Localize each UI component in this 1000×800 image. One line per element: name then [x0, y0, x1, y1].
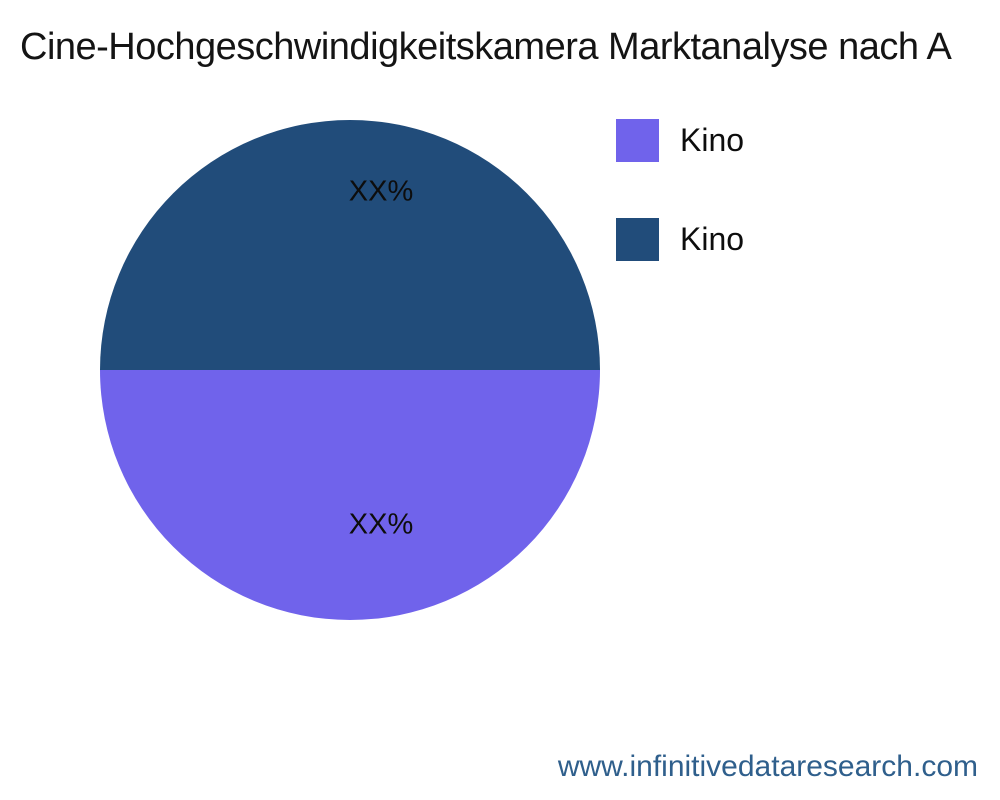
legend-label: Kino	[680, 221, 745, 257]
legend-item: Kino	[616, 119, 744, 162]
pie-slice-top	[100, 120, 600, 370]
legend-swatch-purple	[616, 119, 659, 162]
pie-label-bottom: XX%	[348, 508, 414, 541]
legend-label: Kino	[680, 122, 745, 158]
legend-swatch-navy	[616, 218, 659, 261]
pie-label-top: XX%	[348, 175, 414, 208]
footer-url: www.infinitivedataresearch.com	[557, 750, 978, 783]
chart-title: Cine-Hochgeschwindigkeitskamera Marktana…	[20, 26, 952, 68]
legend: Kino Kino	[616, 119, 744, 317]
pie-chart	[100, 120, 600, 620]
pie-slice-bottom	[100, 370, 600, 620]
legend-item: Kino	[616, 218, 744, 261]
